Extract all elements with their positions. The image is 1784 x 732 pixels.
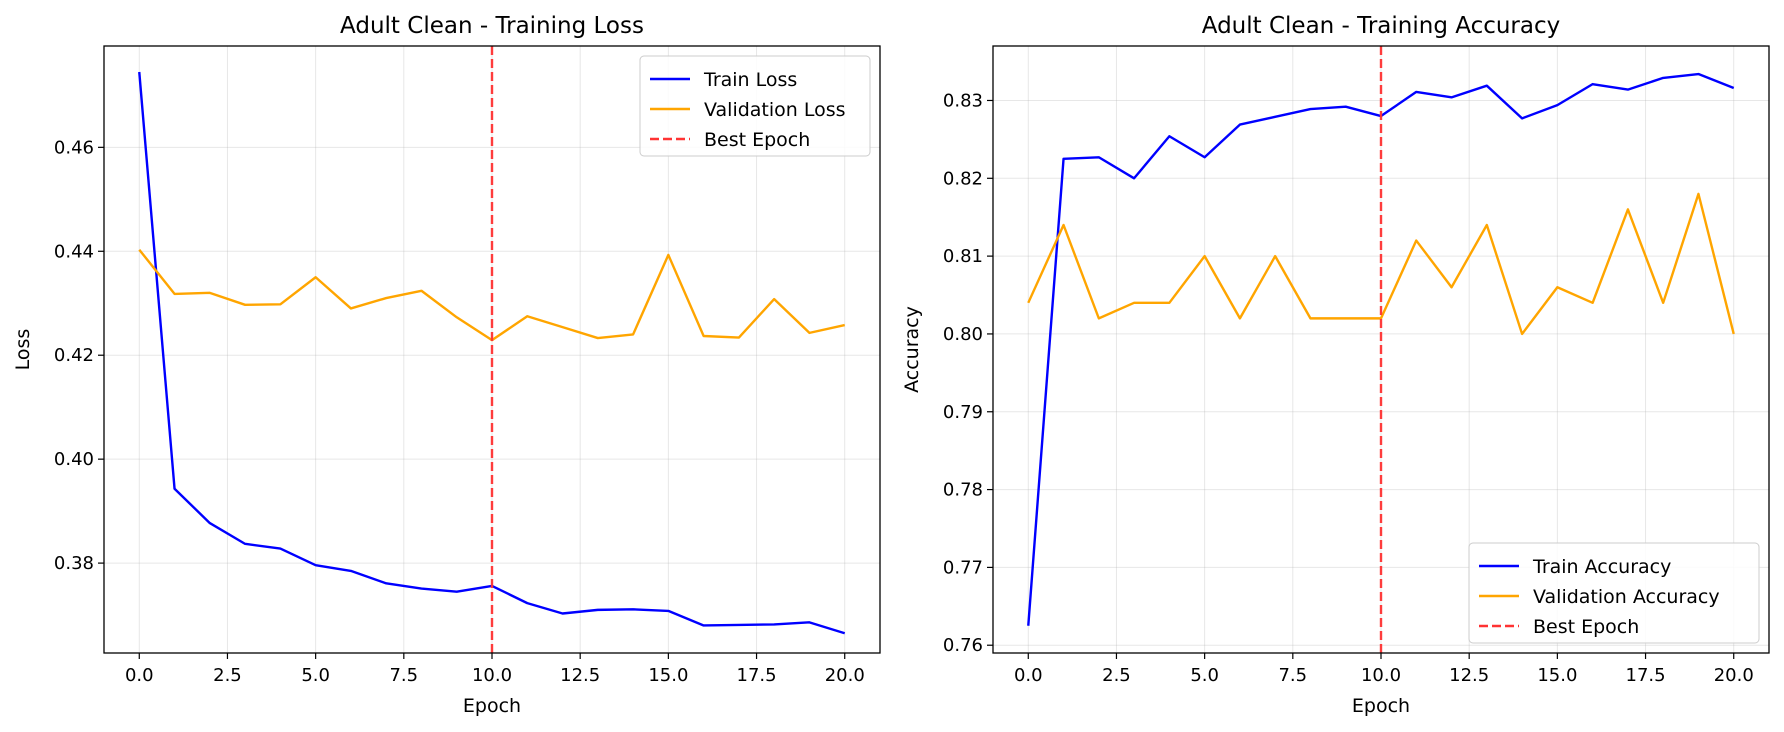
- y-tick-label-5: 0.81: [943, 246, 983, 267]
- legend-label-1: Validation Loss: [704, 99, 846, 121]
- legend: Train Loss Validation Loss Best Epoch: [639, 55, 871, 157]
- legend-label-2: Best Epoch: [704, 129, 810, 151]
- y-axis-label: Accuracy: [901, 306, 923, 393]
- x-axis-label: Epoch: [1352, 695, 1410, 717]
- x-tick-label-1: 2.5: [1102, 665, 1131, 686]
- x-tick-label-0: 0.0: [1014, 665, 1043, 686]
- y-tick-label-2: 0.78: [943, 480, 983, 501]
- chart-title: Adult Clean - Training Accuracy: [1202, 13, 1561, 39]
- y-tick-label-3: 0.44: [54, 241, 94, 262]
- y-tick-label-0: 0.38: [54, 553, 94, 574]
- x-tick-label-8: 20.0: [825, 665, 865, 686]
- x-tick-label-3: 7.5: [389, 665, 418, 686]
- y-tick-label-4: 0.46: [54, 137, 94, 158]
- legend-label-0: Train Loss: [703, 69, 797, 91]
- y-tick-label-0: 0.76: [943, 635, 983, 656]
- series-line-1: [1027, 192, 1735, 336]
- x-tick-label-0: 0.0: [125, 665, 154, 686]
- x-tick-label-8: 20.0: [1714, 665, 1754, 686]
- legend-label-1: Validation Accuracy: [1533, 586, 1720, 608]
- y-tick-label-1: 0.77: [943, 557, 983, 578]
- x-tick-label-7: 17.5: [737, 665, 777, 686]
- accuracy-chart: 0.0 2.5 5.0 7.5 10.0 12.5 15.0 17.5 20.0 0.76 0.77…: [901, 13, 1770, 717]
- x-tick-label-3: 7.5: [1278, 665, 1307, 686]
- chart-title: Adult Clean - Training Loss: [340, 13, 644, 39]
- y-tick-label-7: 0.83: [943, 90, 983, 111]
- x-tick-label-2: 5.0: [1190, 665, 1219, 686]
- loss-chart: 0.0 2.5 5.0 7.5 10.0 12.5 15.0 17.5 20.0 0.38 0.40…: [12, 13, 881, 717]
- legend-box: [639, 55, 871, 157]
- y-tick-label-4: 0.80: [943, 324, 983, 345]
- x-axis-label: Epoch: [463, 695, 521, 717]
- x-tick-label-4: 10.0: [472, 665, 512, 686]
- y-axis-label: Loss: [12, 329, 34, 371]
- legend-label-2: Best Epoch: [1533, 616, 1639, 638]
- x-tick-label-7: 17.5: [1626, 665, 1666, 686]
- x-tick-label-5: 12.5: [1449, 665, 1489, 686]
- y-tick-label-6: 0.82: [943, 168, 983, 189]
- legend: Train Accuracy Validation Accuracy Best Ep…: [1468, 542, 1760, 644]
- x-tick-label-5: 12.5: [560, 665, 600, 686]
- x-tick-label-6: 15.0: [648, 665, 688, 686]
- x-tick-label-2: 5.0: [301, 665, 330, 686]
- y-tick-label-1: 0.40: [54, 449, 94, 470]
- legend-label-0: Train Accuracy: [1532, 556, 1671, 578]
- y-tick-label-3: 0.79: [943, 402, 983, 423]
- x-tick-label-4: 10.0: [1361, 665, 1401, 686]
- x-tick-label-6: 15.0: [1537, 665, 1577, 686]
- y-tick-label-2: 0.42: [54, 345, 94, 366]
- x-tick-label-1: 2.5: [213, 665, 242, 686]
- legend-box: [1468, 542, 1760, 644]
